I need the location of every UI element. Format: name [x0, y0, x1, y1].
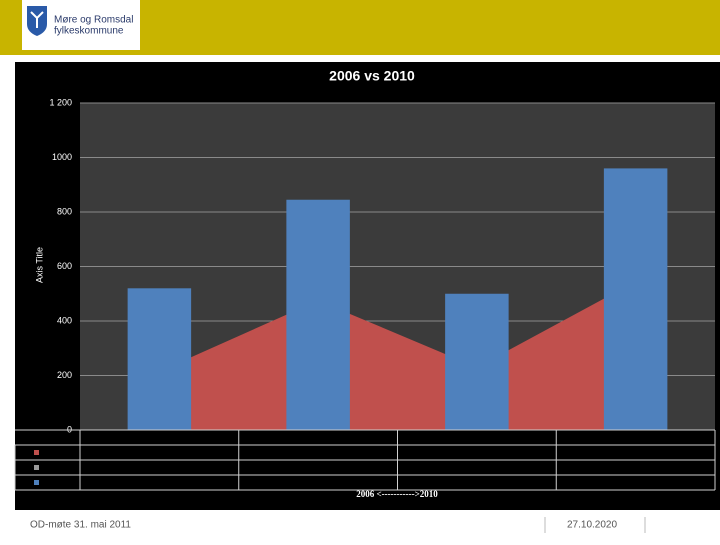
footer-text: OD-møte 31. mai 2011 — [30, 520, 131, 531]
org-name: fylkeskommune — [54, 26, 124, 37]
y-tick-label: 1000 — [52, 152, 72, 162]
y-tick-label: 600 — [57, 261, 72, 271]
footer-date: 27.10.2020 — [567, 520, 617, 531]
area — [159, 281, 636, 430]
legend-key — [34, 480, 39, 485]
y-tick-label: 800 — [57, 206, 72, 216]
bar — [286, 199, 350, 430]
org-name: Møre og Romsdal — [54, 15, 133, 26]
logo-emblem — [30, 11, 44, 28]
x-axis-title: 2006 <----------->2010 — [356, 489, 438, 499]
plot: 0 200 400 600 800 1000 1 200 — [14, 97, 716, 491]
y-tick-label: 400 — [57, 315, 72, 325]
bar — [445, 293, 509, 430]
chart-title: 2006 vs 2010 — [329, 68, 415, 84]
legend-key — [34, 450, 39, 455]
y-tick-label: 200 — [57, 370, 72, 380]
legend-key — [34, 465, 39, 470]
y-tick-label: 1 200 — [49, 97, 72, 107]
bar — [127, 288, 192, 430]
footer — [0, 512, 720, 540]
y-axis-title: Axis Title — [34, 247, 44, 283]
y-tick-label: 0 — [67, 424, 72, 434]
bar — [603, 168, 668, 430]
